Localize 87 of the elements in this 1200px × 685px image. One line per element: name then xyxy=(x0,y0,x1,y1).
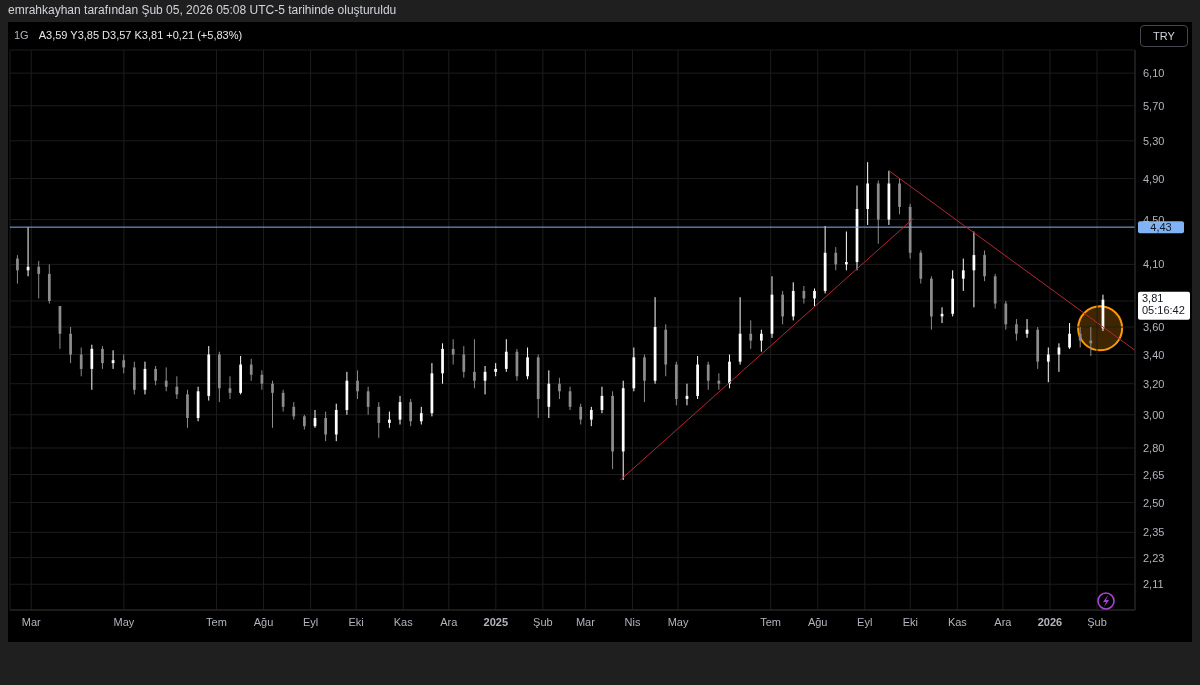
candlestick xyxy=(526,347,529,380)
y-tick-label: 5,30 xyxy=(1143,134,1165,147)
candlestick xyxy=(451,338,455,366)
candlestick xyxy=(37,260,41,299)
x-tick-label: Eki xyxy=(348,616,364,628)
x-tick-label: Kas xyxy=(947,616,968,628)
candlestick xyxy=(504,338,508,373)
candlestick xyxy=(760,329,763,353)
candlestick xyxy=(547,369,551,419)
candlestick xyxy=(132,361,136,395)
x-tick-label: Kas xyxy=(393,616,414,628)
candlestick xyxy=(706,361,710,391)
candlestick xyxy=(186,389,189,429)
x-tick-label: Mar xyxy=(21,616,42,628)
x-tick-label: Mar xyxy=(575,616,596,628)
x-tick-label: Tem xyxy=(760,616,782,628)
candlestick xyxy=(898,178,901,215)
y-tick-label: 4,90 xyxy=(1143,172,1165,185)
chart-subtitle: A3,59 Y3,85 D3,57 K3,81 +0,21 (+5,83%) xyxy=(38,29,243,41)
y-tick-label: 5,70 xyxy=(1143,99,1165,112)
candlestick xyxy=(1078,326,1082,348)
candlestick xyxy=(643,354,646,403)
candlestick xyxy=(462,345,466,379)
candlestick xyxy=(366,386,370,416)
candlestick xyxy=(589,406,593,427)
candlestick xyxy=(324,411,327,442)
x-tick-label: Ara xyxy=(994,616,1013,628)
candlestick xyxy=(558,377,561,400)
candlestick xyxy=(1004,300,1008,331)
y-tick-label: 3,20 xyxy=(1143,377,1165,390)
y-tick-label: 3,60 xyxy=(1143,321,1165,334)
candlestick xyxy=(1015,318,1018,342)
x-tick-label: Şub xyxy=(533,616,553,628)
candlestick xyxy=(845,230,848,271)
currency-button: TRY xyxy=(1140,25,1188,47)
text: 3,81 xyxy=(1142,291,1164,304)
candlestick xyxy=(717,372,721,391)
x-tick-label: May xyxy=(113,616,135,628)
text: emrahkayhan tarafından Şub 05, 2026 05:08 UTC-5 tarihinde oluşturuldu xyxy=(8,3,397,17)
x-tick-label: Eyl xyxy=(302,616,319,628)
candlestick xyxy=(579,403,583,426)
candlestick xyxy=(728,354,731,389)
text: 05:16:42 xyxy=(1142,303,1185,316)
y-tick-label: 2,23 xyxy=(1143,551,1165,564)
candlestick xyxy=(1068,322,1071,350)
candlestick xyxy=(122,354,126,374)
candlestick xyxy=(69,326,72,364)
y-tick-label: 2,50 xyxy=(1143,496,1165,509)
candlestick xyxy=(271,380,274,429)
x-tick-label: 2025 xyxy=(483,616,509,628)
y-tick-label: 4,10 xyxy=(1143,258,1165,271)
candlestick xyxy=(175,375,179,400)
x-tick-label: Ağu xyxy=(807,616,828,628)
candlestick xyxy=(164,366,168,392)
y-tick-label: 3,00 xyxy=(1143,408,1165,421)
candlestick xyxy=(961,258,965,292)
x-tick-label: Ağu xyxy=(253,616,274,628)
x-tick-label: 2026 xyxy=(1037,616,1063,628)
candlestick xyxy=(983,250,986,282)
candlestick xyxy=(749,319,753,350)
x-tick-label: Eki xyxy=(902,616,918,628)
chart-title: 1G xyxy=(14,29,29,41)
x-tick-label: Ara xyxy=(440,616,459,628)
y-tick-label: 2,35 xyxy=(1143,526,1165,539)
candlestick xyxy=(834,246,838,271)
y-tick-label: 3,40 xyxy=(1143,348,1165,361)
y-tick-label: 2,11 xyxy=(1143,578,1164,591)
x-tick-label: Nis xyxy=(624,616,641,628)
candlestick xyxy=(90,344,94,391)
candlestick xyxy=(377,401,381,439)
candlestick xyxy=(16,254,19,285)
candlestick xyxy=(79,347,83,377)
candlestick xyxy=(1046,347,1050,383)
candlestick xyxy=(249,358,253,382)
y-tick-label: 2,65 xyxy=(1143,468,1165,481)
y-tick-label: 2,80 xyxy=(1143,442,1165,455)
candlestick xyxy=(154,365,157,386)
candlestick xyxy=(356,369,359,400)
candlestick xyxy=(409,398,413,427)
x-tick-label: May xyxy=(667,616,689,628)
x-tick-label: Eyl xyxy=(857,616,873,628)
y-tick-label: 6,10 xyxy=(1143,67,1165,80)
x-tick-label: Tem xyxy=(206,616,227,628)
candlestick xyxy=(781,290,784,325)
x-tick-label: Şub xyxy=(1087,616,1107,628)
candlestick xyxy=(101,345,104,370)
candlestick xyxy=(473,338,476,389)
